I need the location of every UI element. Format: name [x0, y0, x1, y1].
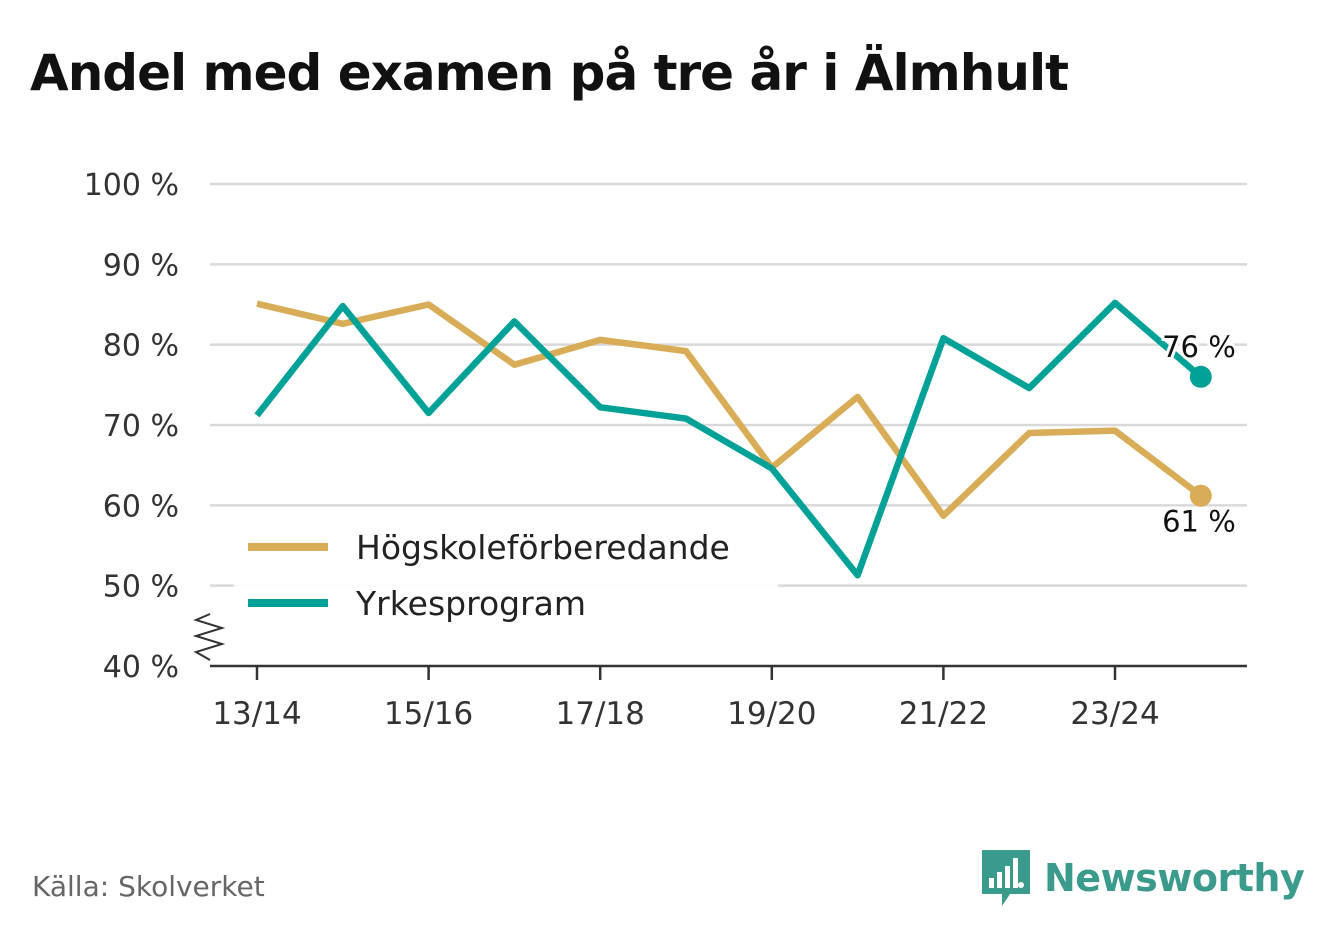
- y-tick-label: 80 %: [103, 329, 179, 364]
- y-axis-break-icon: [192, 613, 226, 661]
- legend-background: [234, 520, 778, 638]
- brand-name: Newsworthy: [1044, 856, 1305, 900]
- y-tick-label: 70 %: [103, 409, 179, 444]
- axes: 40 % 50 % 60 % 70 % 80 % 90 % 100 % 13/14 15/16 1…: [84, 168, 1247, 732]
- x-tick-label: 17/18: [556, 696, 645, 732]
- series-lines: 61 % 76 %: [254, 299, 1239, 579]
- x-tick-label: 13/14: [212, 696, 301, 732]
- x-tick-label: 15/16: [384, 696, 473, 732]
- x-tick-label: 19/20: [727, 696, 816, 732]
- series-line: [256, 300, 1203, 520]
- x-tick-label: 23/24: [1070, 696, 1159, 732]
- line-chart: 40 % 50 % 60 % 70 % 80 % 90 % 100 % 13/14 15/16 1…: [84, 168, 1247, 732]
- legend-label: Högskoleförberedande: [356, 528, 730, 567]
- end-value-label: 76 %: [1162, 330, 1236, 364]
- end-marker: [1189, 484, 1212, 507]
- end-value-label: 61 %: [1162, 505, 1236, 539]
- legend: Högskoleförberedande Yrkesprogram: [234, 520, 778, 638]
- source-credit: Källa: Skolverket: [32, 870, 265, 903]
- y-tick-label: 60 %: [103, 489, 179, 524]
- legend-label: Yrkesprogram: [355, 584, 586, 623]
- y-tick-label: 90 %: [103, 248, 179, 283]
- y-tick-label: 50 %: [103, 570, 179, 605]
- brand: Newsworthy: [980, 848, 1305, 908]
- series-line: [254, 299, 1203, 579]
- y-tick-label: 40 %: [103, 650, 179, 685]
- x-tick-label: 21/22: [899, 696, 988, 732]
- y-tick-label: 100 %: [84, 168, 179, 203]
- chart-title: Andel med examen på tre år i Älmhult: [30, 44, 1069, 102]
- newsworthy-logo-icon: [982, 850, 1030, 906]
- end-marker: [1189, 365, 1212, 388]
